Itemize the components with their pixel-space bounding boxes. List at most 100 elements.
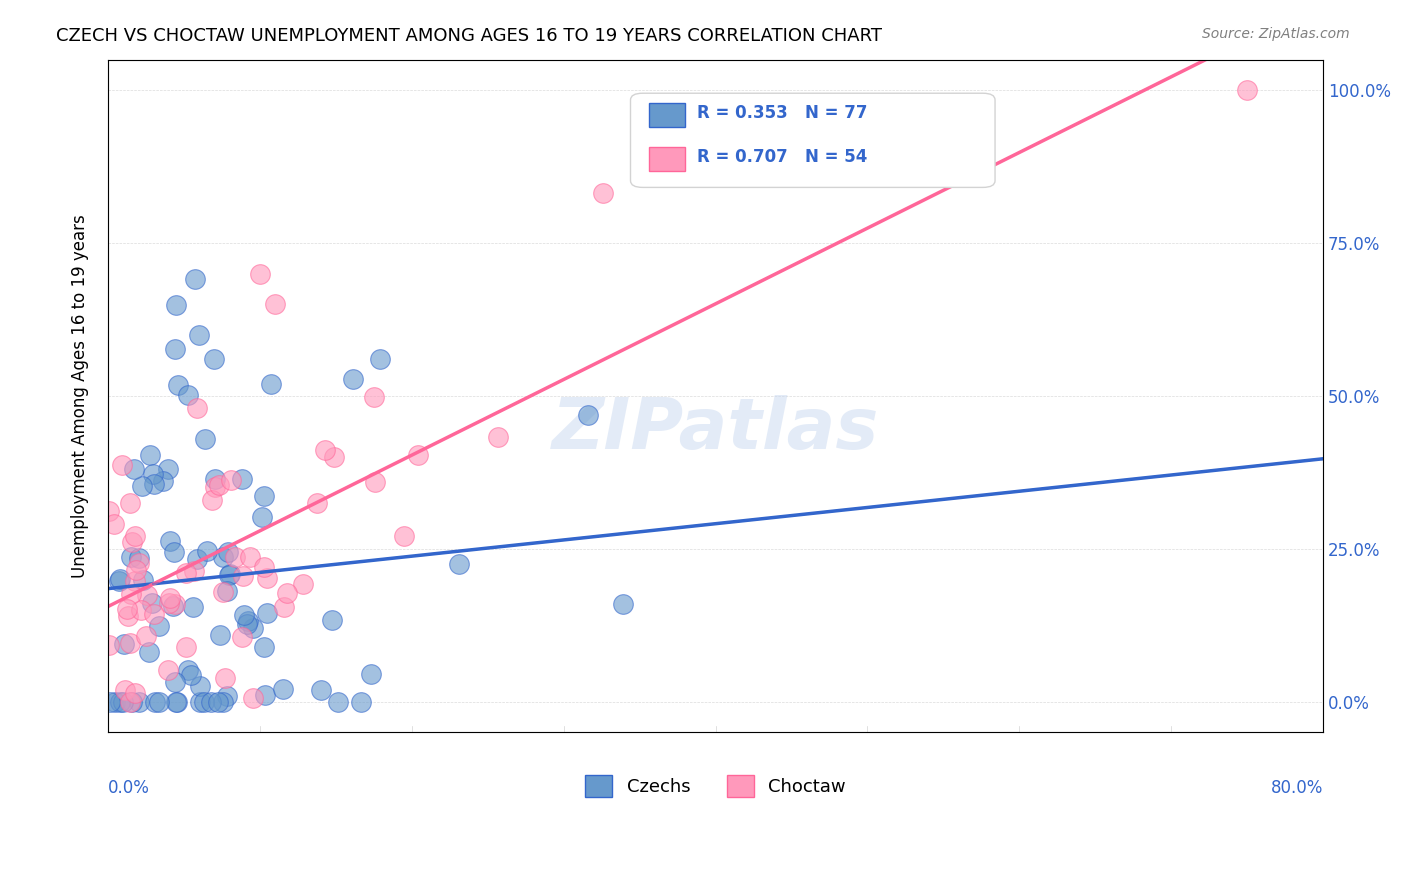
Point (174, 640, 197, 654)
Point (114, 682, 136, 697)
Point (128, 695, 150, 709)
Point (253, 640, 276, 654)
Point (360, 667, 382, 681)
Point (249, 267, 271, 281)
Point (214, 671, 236, 685)
Point (159, 591, 181, 606)
Point (212, 584, 235, 599)
FancyBboxPatch shape (630, 94, 995, 187)
Y-axis label: Unemployment Among Ages 16 to 19 years: Unemployment Among Ages 16 to 19 years (72, 214, 89, 578)
Point (256, 571, 278, 585)
Point (273, 599, 295, 614)
Point (253, 560, 276, 574)
Point (159, 533, 181, 548)
Point (204, 473, 226, 487)
Point (188, 327, 211, 342)
Point (111, 695, 134, 709)
Text: ZIPatlas: ZIPatlas (553, 395, 879, 464)
Point (224, 550, 246, 565)
Point (314, 442, 336, 457)
Point (217, 544, 239, 558)
Point (612, 597, 634, 611)
Point (252, 510, 274, 524)
Point (209, 628, 232, 642)
Text: R = 0.353   N = 77: R = 0.353 N = 77 (697, 104, 868, 122)
Point (204, 480, 226, 494)
Point (260, 376, 283, 391)
Point (121, 535, 143, 549)
Point (124, 686, 146, 700)
Point (176, 663, 198, 677)
Point (157, 596, 180, 610)
Point (215, 689, 238, 703)
Point (181, 600, 204, 615)
Point (271, 681, 294, 696)
Point (321, 613, 343, 627)
Point (143, 607, 166, 621)
Point (163, 342, 186, 356)
Point (323, 450, 346, 465)
Point (174, 566, 197, 581)
Point (242, 691, 264, 706)
Point (394, 529, 416, 543)
Point (194, 432, 217, 446)
Point (256, 606, 278, 620)
Point (218, 568, 240, 582)
Point (307, 495, 329, 509)
Point (186, 401, 208, 416)
Point (107, 574, 129, 588)
Point (188, 695, 211, 709)
Point (253, 688, 276, 702)
Point (120, 549, 142, 564)
Point (180, 668, 202, 682)
Point (184, 272, 207, 286)
Point (128, 551, 150, 566)
Point (128, 556, 150, 570)
Point (129, 603, 152, 617)
Point (231, 631, 253, 645)
Point (145, 695, 167, 709)
Point (576, 408, 599, 422)
Point (447, 558, 470, 572)
Point (163, 598, 186, 612)
Point (188, 679, 211, 693)
Point (112, 637, 135, 651)
Point (212, 695, 235, 709)
Point (211, 550, 233, 565)
Point (111, 458, 134, 472)
Point (309, 683, 332, 698)
Point (167, 378, 190, 392)
Point (121, 695, 143, 709)
Point (201, 492, 224, 507)
FancyBboxPatch shape (648, 147, 685, 170)
Point (108, 695, 131, 709)
Point (124, 529, 146, 543)
Text: R = 0.707   N = 54: R = 0.707 N = 54 (697, 148, 868, 166)
Point (239, 549, 262, 564)
Point (363, 390, 385, 404)
Point (162, 599, 184, 614)
Point (122, 462, 145, 476)
Point (326, 695, 349, 709)
Point (221, 473, 243, 487)
Point (157, 462, 180, 476)
Point (148, 695, 170, 709)
Point (232, 569, 254, 583)
Point (1236, 83, 1258, 97)
Point (238, 614, 260, 628)
Point (166, 695, 188, 709)
Point (486, 429, 509, 443)
Point (276, 585, 298, 599)
Point (207, 695, 229, 709)
Point (104, 695, 127, 709)
Point (364, 475, 387, 489)
Point (138, 645, 160, 659)
Point (148, 619, 170, 633)
Point (143, 477, 166, 491)
Point (186, 552, 208, 566)
Point (183, 565, 205, 579)
Point (125, 563, 148, 577)
Point (208, 478, 231, 492)
Point (200, 695, 222, 709)
Point (166, 695, 188, 709)
